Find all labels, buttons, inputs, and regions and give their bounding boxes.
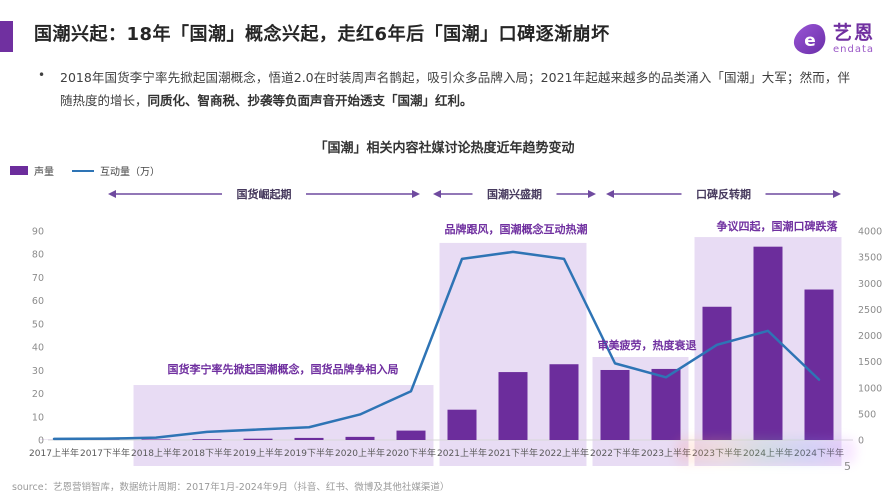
bar-2023下半年 [702,306,732,440]
bar-2023上半年 [651,368,681,440]
x-axis-label: 2024上半年 [743,447,793,459]
bar-2020下半年 [396,430,426,440]
bar-2022上半年 [549,364,579,440]
y-axis-left-tick: 80 [32,250,44,261]
bar-2021上半年 [447,409,477,440]
bar-2018下半年 [192,439,222,440]
y-axis-right-tick: 3000 [858,279,882,290]
bullet-marker: • [38,68,46,82]
y-axis-right-tick: 3500 [858,253,882,264]
y-axis-right-tick: 4000 [858,227,882,238]
bullet-text: 2018年国货李宁率先掀起国潮概念，悟道2.0在时装周声名鹊起，吸引众多品牌入局… [60,66,850,112]
y-axis-left-tick: 90 [32,227,44,238]
bar-2019上半年 [243,438,273,440]
y-axis-left-tick: 10 [32,412,44,423]
x-axis-label: 2019上半年 [233,447,283,459]
phase-arrowhead-left [606,190,614,198]
x-axis-label: 2021下半年 [488,447,538,459]
x-axis-label: 2018上半年 [131,447,181,459]
source-note: source：艺恩营销智库，数据统计周期：2017年1月-2024年9月（抖音、… [12,482,450,493]
y-axis-left-tick: 60 [32,296,44,307]
bar-2020上半年 [345,436,375,440]
x-axis-label: 2019下半年 [284,447,334,459]
svg-text:e: e [804,31,816,51]
page-number: 5 [844,460,851,473]
bullet-text-bold: 同质化、智商税、抄袭等负面声音开始透支「国潮」红利。 [147,93,473,108]
legend-line-label: 互动量（万） [100,167,160,178]
x-axis-label: 2021上半年 [437,447,487,459]
phase-arrowhead-left [108,190,116,198]
y-axis-right-tick: 1000 [858,383,882,394]
y-axis-right-tick: 2000 [858,331,882,342]
bar-2022下半年 [600,369,630,440]
bar-2018上半年 [141,439,171,440]
x-axis-label: 2017下半年 [80,447,130,459]
chart-annotation: 审美疲劳，热度衰退 [598,338,697,352]
y-axis-left-tick: 30 [32,366,44,377]
y-axis-left-tick: 50 [32,319,44,330]
x-axis-label: 2020上半年 [335,447,385,459]
x-axis-label: 2023下半年 [692,447,742,459]
y-axis-left-tick: 70 [32,273,44,284]
y-axis-right-tick: 500 [858,409,876,420]
x-axis-label: 2018下半年 [182,447,232,459]
y-axis-left-tick: 40 [32,343,44,354]
brand-logo: e 艺恩 endata [791,22,875,56]
chart-annotation: 争议四起，国潮口碑跌落 [717,219,839,233]
line-series [52,250,821,441]
phase-arrowhead-right [588,190,596,198]
y-axis-right-tick: 1500 [858,357,882,368]
chart-legend: 声量 互动量（万） [10,163,160,178]
y-axis-left-tick: 0 [38,436,44,447]
bar-2024上半年 [753,246,783,440]
y-axis-left-tick: 20 [32,389,44,400]
chart-annotation: 国货李宁率先掀起国潮概念，国货品牌争相入局 [168,362,399,376]
y-axis-right-tick: 0 [858,436,864,447]
bar-2019下半年 [294,437,324,440]
phase-label: 国货崛起期 [237,187,292,201]
x-axis-label: 2022上半年 [539,447,589,459]
page-title: 国潮兴起：18年「国潮」概念兴起，走红6年后「国潮」口碑逐渐崩坏 [34,24,610,45]
x-axis-label: 2023上半年 [641,447,691,459]
x-axis-label: 2017上半年 [29,447,79,459]
phase-arrowhead-right [833,190,841,198]
chart-annotation: 品牌跟风，国潮概念互动热潮 [445,222,588,236]
x-axis-label: 2022下半年 [590,447,640,459]
bullet-text-normal: 2018年国货李宁率先掀起国潮概念，悟道2.0在时装周声名鹊起，吸引众多品牌入局… [60,70,850,108]
legend-line-swatch [72,169,94,172]
bullet-point: • 2018年国货李宁率先掀起国潮概念，悟道2.0在时装周声名鹊起，吸引众多品牌… [38,66,850,112]
y-axis-right-tick: 2500 [858,305,882,316]
legend-bar-swatch [10,166,28,175]
legend-bar-label: 声量 [34,167,54,178]
phase-arrowhead-right [412,190,420,198]
endata-logo-icon: e [793,24,826,55]
logo-subtext: endata [832,43,874,55]
logo-name: 艺恩 [832,21,875,44]
bar-2021下半年 [498,372,528,440]
phase-arrowhead-left [433,190,441,198]
chart-plot: 0 10 20 30 40 50 60 70 80 90 0 500 1000 1500 2000 2500 3… [29,187,882,466]
x-axis-label: 2020下半年 [386,447,436,459]
bar-2024下半年 [804,289,834,440]
phase-label: 国潮兴盛期 [487,187,542,201]
x-axis-label: 2024下半年 [794,447,844,459]
title-accent-bar [0,21,13,52]
highlight-region [133,385,434,466]
phase-label: 口碑反转期 [696,187,751,201]
chart-title: 「国潮」相关内容社媒讨论热度近年趋势变动 [314,141,575,156]
